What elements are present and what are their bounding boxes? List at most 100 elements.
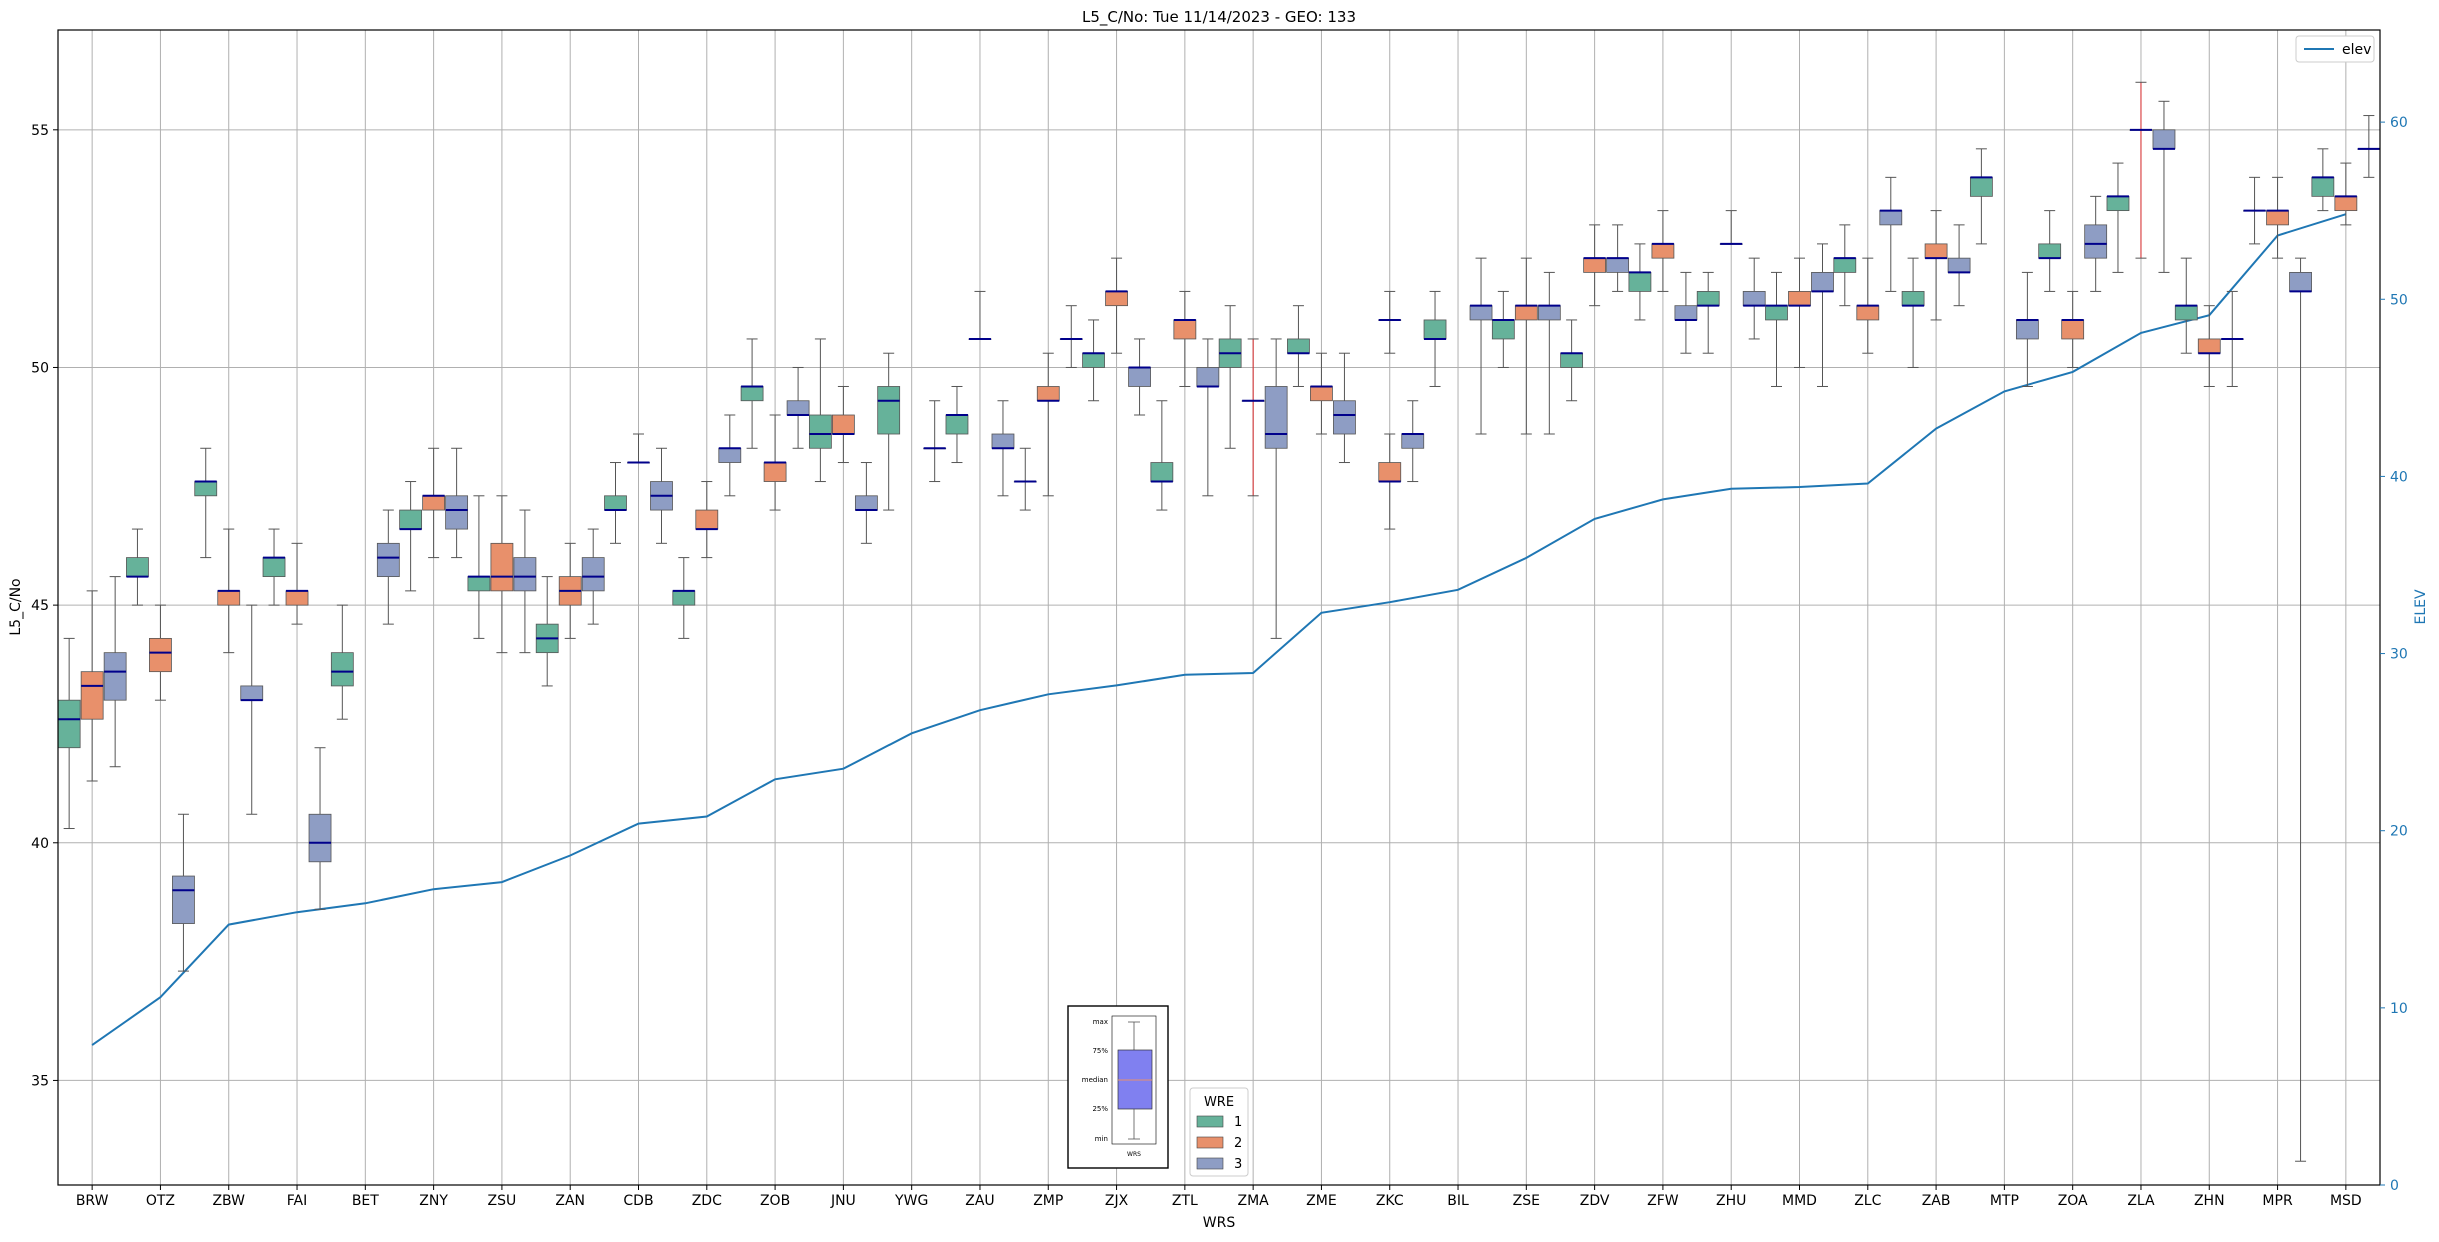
y-right-tick-label: 40 — [2390, 469, 2408, 485]
x-tick-label: BET — [352, 1193, 379, 1209]
axes: BRW OTZ ZBW FAI BET ZNY ZSU ZAN CDB ZDC ZOB JNU YWG Z… — [31, 115, 2408, 1209]
box-wre-3 — [1128, 367, 1151, 387]
wre-legend-label-2: 2 — [1234, 1136, 1242, 1151]
box-wre-3 — [1401, 433, 1425, 449]
box-wre-1 — [1082, 352, 1105, 368]
x-tick-label: ZTL — [1172, 1193, 1198, 1209]
plot-frame — [57, 29, 2381, 1186]
box-wre-1 — [1287, 338, 1310, 354]
x-tick-label: OTZ — [146, 1193, 175, 1209]
x-tick-label: ZBW — [212, 1193, 245, 1209]
elev-legend-label: elev — [2342, 42, 2371, 58]
y-right-tick-label: 0 — [2390, 1178, 2399, 1194]
x-tick-label: ZNY — [419, 1193, 448, 1209]
wre-legend-swatch-3 — [1196, 1157, 1224, 1170]
box-wre-3 — [445, 495, 469, 530]
box-wre-1 — [1901, 291, 1925, 307]
x-tick-label: ZOA — [2058, 1193, 2088, 1209]
x-tick-label: MTP — [1990, 1193, 2019, 1209]
box-wre-3 — [1196, 367, 1220, 387]
box-wre-3 — [718, 447, 742, 463]
box-wre-1 — [57, 699, 81, 749]
box-wre-3 — [2152, 129, 2176, 150]
y-tick-label: 40 — [31, 836, 49, 852]
box-wre-1 — [1696, 291, 1720, 307]
box-wre-3 — [172, 875, 195, 924]
x-tick-label: ZMA — [1238, 1193, 1270, 1209]
box-wre-3 — [1264, 386, 1288, 449]
y-tick-label: 55 — [31, 123, 49, 139]
box-wre-2 — [1378, 462, 1402, 482]
box-wre-2 — [80, 671, 104, 720]
box-wre-1 — [1423, 319, 1447, 340]
box-wre-3 — [2084, 224, 2108, 259]
wre-legend-label-1: 1 — [1234, 1115, 1242, 1130]
inset-label-min: min — [1095, 1135, 1108, 1143]
x-tick-label: ZAU — [965, 1193, 994, 1209]
x-tick-label: JNU — [830, 1193, 856, 1209]
elev-legend-frame — [2295, 35, 2375, 63]
box-wre-2 — [285, 590, 309, 606]
box-wre-1 — [808, 414, 832, 449]
x-tick-label: ZHU — [1716, 1193, 1746, 1209]
x-tick-label: ZME — [1306, 1193, 1337, 1209]
x-tick-label: ZDC — [692, 1193, 722, 1209]
box-wre-2 — [490, 542, 514, 592]
elev-layer — [91, 213, 2347, 1046]
box-wre-3 — [2015, 319, 2039, 340]
x-tick-label: ZHN — [2194, 1193, 2225, 1209]
box-wre-1 — [1491, 319, 1515, 340]
y-axis-label: L5_C/No — [8, 578, 24, 635]
elev-legend: elev — [2295, 35, 2375, 63]
inset-label-max: max — [1093, 1018, 1108, 1026]
box-layer — [57, 81, 2381, 1162]
box-wre-3 — [103, 652, 127, 701]
box-wre-2 — [1105, 291, 1128, 307]
box-wre-1 — [330, 652, 354, 687]
y-axis-right-label: ELEV — [2413, 589, 2429, 624]
box-wre-3 — [376, 542, 400, 578]
box-wre-1 — [2174, 305, 2198, 321]
y-tick-label: 45 — [31, 598, 49, 614]
box-wre-2 — [1651, 243, 1675, 259]
box-wre-1 — [672, 590, 696, 606]
box-wre-2 — [149, 637, 172, 673]
box-wre-2 — [1173, 319, 1197, 340]
x-tick-label: ZDV — [1580, 1193, 1610, 1209]
box-wre-1 — [194, 481, 218, 497]
box-wre-2 — [2266, 210, 2289, 226]
box-wre-1 — [1150, 462, 1174, 482]
y-right-tick-label: 10 — [2390, 1001, 2408, 1017]
x-tick-label: MPR — [2262, 1193, 2293, 1209]
box-wre-1 — [262, 557, 286, 578]
box-wre-1 — [399, 509, 423, 530]
grid — [58, 30, 2380, 1185]
y-right-tick-label: 60 — [2390, 115, 2408, 131]
x-tick-label: ZJX — [1105, 1193, 1129, 1209]
box-wre-3 — [854, 495, 878, 511]
box-wre-3 — [991, 433, 1015, 449]
box-wre-3 — [1674, 305, 1698, 321]
chart-title: L5_C/No: Tue 11/14/2023 - GEO: 133 — [1082, 8, 1356, 27]
box-wre-2 — [1514, 305, 1538, 321]
y-tick-label: 35 — [31, 1073, 49, 1089]
box-wre-2 — [217, 590, 241, 606]
box-wre-3 — [240, 685, 264, 701]
box-wre-3 — [1606, 257, 1630, 273]
x-axis-label: WRS — [1203, 1215, 1236, 1231]
inset-label-25: 25% — [1092, 1105, 1108, 1113]
box-wre-3 — [513, 557, 537, 592]
box-wre-3 — [1333, 400, 1356, 435]
box-wre-2 — [1788, 291, 1811, 307]
wre-legend-label-3: 3 — [1234, 1157, 1242, 1172]
x-tick-label: ZSE — [1513, 1193, 1540, 1209]
x-tick-label: ZAB — [1922, 1193, 1951, 1209]
box-wre-1 — [740, 386, 764, 402]
elev-line — [91, 213, 2347, 1046]
x-tick-label: ZAN — [555, 1193, 585, 1209]
x-tick-label: BRW — [76, 1193, 109, 1209]
x-tick-label: ZSU — [488, 1193, 517, 1209]
box-wre-1 — [2038, 243, 2062, 259]
wre-legend-swatch-1 — [1196, 1115, 1224, 1128]
